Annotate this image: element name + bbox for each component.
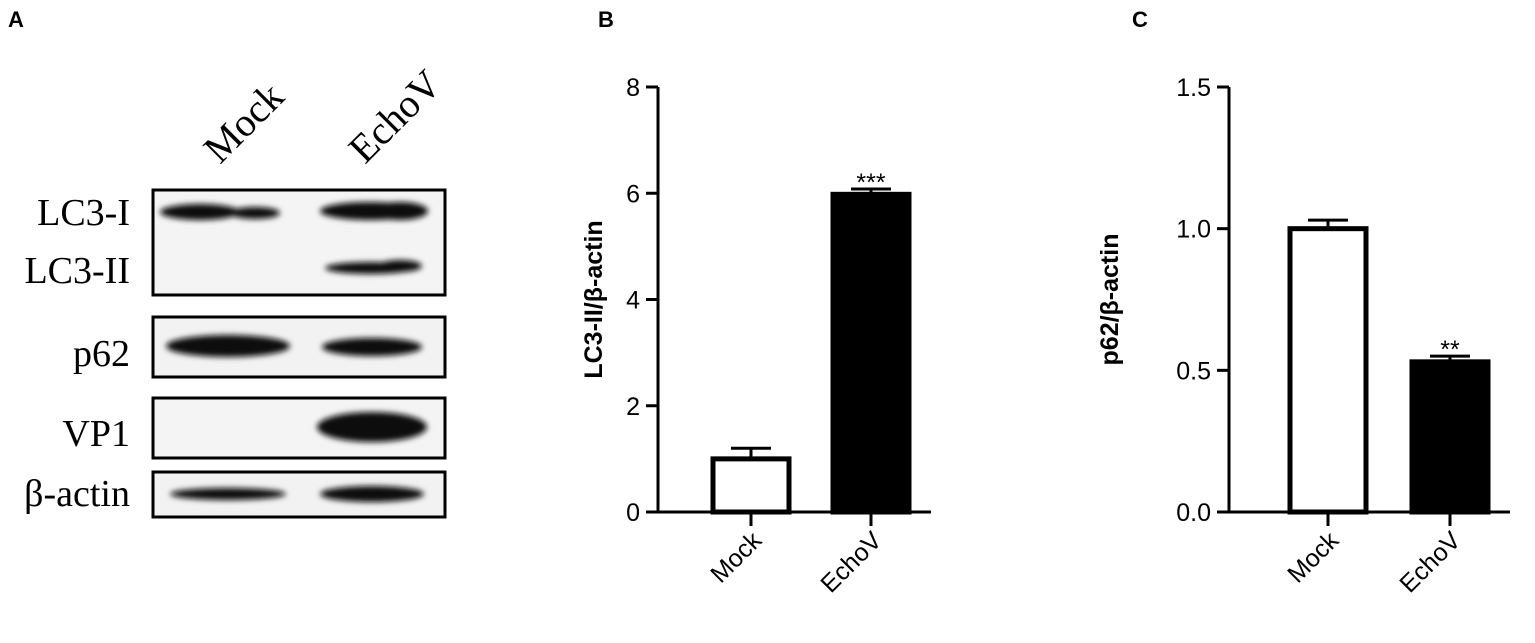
panel-label: C xyxy=(1132,7,1148,32)
band-label: p62 xyxy=(73,333,130,375)
significance: ** xyxy=(1440,336,1460,364)
lane-label: EchoV xyxy=(340,61,450,171)
x-tick-label: Mock xyxy=(1282,526,1344,588)
y-tick-label: 4 xyxy=(626,287,640,315)
panel-label: B xyxy=(598,7,614,32)
x-tick-label: EchoV xyxy=(815,526,887,598)
y-tick-label: 0.0 xyxy=(1176,499,1211,527)
band-label: LC3-II xyxy=(24,250,130,292)
y-tick-label: 0 xyxy=(626,499,640,527)
significance: *** xyxy=(856,169,885,197)
lane-label: Mock xyxy=(195,74,293,172)
y-axis-label: LC3-II/β-actin xyxy=(580,220,608,378)
bar xyxy=(710,456,792,515)
band-label: VP1 xyxy=(62,413,130,455)
y-axis-label: p62/β-actin xyxy=(1096,234,1124,366)
y-tick-label: 2 xyxy=(626,393,640,421)
y-tick-label: 1.0 xyxy=(1176,216,1211,244)
blot-bands xyxy=(160,202,428,502)
band-label: LC3-I xyxy=(37,192,130,234)
y-tick-label: 0.5 xyxy=(1176,357,1211,385)
bar xyxy=(1409,359,1491,515)
x-tick-label: EchoV xyxy=(1394,526,1466,598)
panel-label: A xyxy=(8,7,24,32)
x-tick-label: Mock xyxy=(705,526,767,588)
bar xyxy=(830,191,912,515)
band-label: β-actin xyxy=(24,473,130,515)
y-tick-label: 1.5 xyxy=(1176,74,1211,102)
y-tick-label: 6 xyxy=(626,180,640,208)
bar xyxy=(1287,226,1369,515)
y-tick-label: 8 xyxy=(626,74,640,102)
